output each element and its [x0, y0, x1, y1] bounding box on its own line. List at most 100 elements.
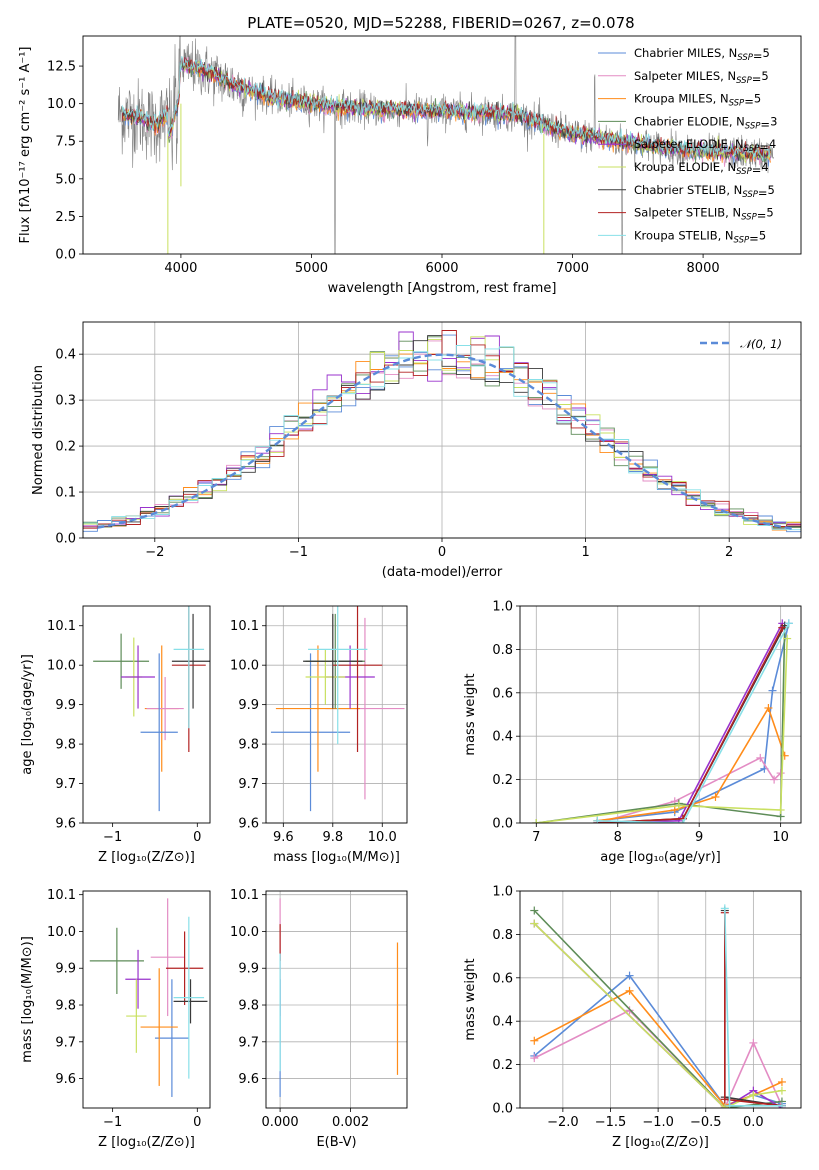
- y-tick-label: 1.0: [492, 885, 513, 900]
- legend-entry: 𝒩(0, 1): [740, 337, 782, 351]
- panel-residual_histogram: −2 −1 0 1 2 0.0 0.1 0.2 0.3 0.4 (data-model)/error…: [31, 321, 802, 580]
- y-tick-label: 0.0: [492, 817, 513, 832]
- legend-model-name: Salpeter ELODIE: [634, 137, 728, 151]
- y-tick-label: 0.8: [492, 643, 513, 658]
- x-tick-label: 8000: [687, 261, 720, 276]
- x-axis-label: age [log₁₀(age/yr)]: [600, 850, 721, 865]
- y-tick-label: 9.8: [55, 999, 76, 1014]
- legend-entry: Salpeter ELODIE, NSSP=4: [634, 137, 776, 154]
- y-tick-label: 0.2: [55, 440, 76, 455]
- series-line-kroupa_elodie: [536, 638, 788, 823]
- legend-eq: =: [752, 72, 762, 86]
- x-axis-label: Z [log₁₀(Z/Z⊙)]: [612, 1135, 709, 1150]
- panel-age_vs_mass: 9.6 9.8 10.0 9.6 9.7 9.8 9.9 10.0 10.1 mass [log₁…: [230, 605, 408, 865]
- legend-n-value: 4: [769, 137, 776, 151]
- y-tick-label: 5.0: [55, 172, 76, 187]
- legend-model-name: Chabrier ELODIE: [634, 114, 729, 128]
- series-line-salpeter_miles: [533, 1009, 783, 1108]
- legend-eq: =: [744, 95, 754, 109]
- y-tick-label: 10.1: [47, 619, 76, 634]
- legend-n-prefix: , N: [720, 160, 736, 174]
- histogram-kroupa_stelib: [83, 345, 801, 531]
- legend-subscript: SSP: [729, 99, 745, 109]
- y-tick-label: 0.6: [492, 971, 513, 986]
- y-tick-label: 12.5: [47, 60, 76, 75]
- legend-n-value: 5: [766, 206, 773, 220]
- axes-frame: [82, 890, 211, 1109]
- legend-n-prefix: , N: [718, 228, 734, 242]
- y-tick-label: 0.0: [492, 1102, 513, 1117]
- panel-mass_weight_vs_age: 7 8 9 10 0.0 0.2 0.4 0.6 0.8 1.0 age [log₁₀(age/yr…: [463, 600, 802, 865]
- x-tick-label: 0.000: [261, 1115, 298, 1130]
- x-tick-label: 5000: [295, 261, 328, 276]
- y-axis-label: age [log₁₀(age/yr)]: [20, 654, 35, 775]
- plot-area: [93, 606, 210, 812]
- y-tick-label: 2.5: [55, 210, 76, 225]
- legend-eq: =: [757, 209, 767, 223]
- y-tick-label: 10.1: [230, 619, 259, 634]
- legend-n-value: 4: [761, 160, 768, 174]
- x-tick-label: −1: [103, 830, 122, 845]
- x-tick-label: 0: [193, 830, 201, 845]
- model-spectrum-salpeter_stelib: [121, 57, 771, 161]
- x-tick-label: 9: [695, 830, 703, 845]
- legend-n-prefix: , N: [728, 137, 744, 151]
- plot-area: [279, 898, 399, 1097]
- y-tick-label: 0.4: [492, 730, 513, 745]
- panel-mass_vs_EBV: 0.000 0.002 9.6 9.7 9.8 9.9 10.0 10.1 E(B-V): [230, 888, 408, 1150]
- x-axis-label: mass [log₁₀(M/M⊙)]: [273, 850, 400, 865]
- x-tick-label: 0.002: [332, 1115, 369, 1130]
- normal-curve: [97, 353, 794, 531]
- legend-n-value: 5: [761, 69, 768, 83]
- x-axis-label: (data-model)/error: [382, 565, 503, 580]
- y-tick-label: 10.1: [47, 888, 76, 903]
- y-tick-label: 9.9: [55, 962, 76, 977]
- x-axis-label: wavelength [Angstrom, rest frame]: [328, 281, 557, 296]
- x-tick-label: 6000: [425, 261, 458, 276]
- legend-entry: Salpeter MILES, NSSP=5: [634, 69, 769, 86]
- x-tick-label: 1: [581, 545, 589, 560]
- observed-spectrum: [117, 36, 774, 254]
- plot-area: [117, 36, 774, 254]
- y-tick-label: 7.5: [55, 135, 76, 150]
- legend-model-name: Salpeter STELIB: [634, 206, 725, 220]
- legend-n-value: 5: [754, 92, 761, 106]
- y-tick-label: 0.4: [492, 1015, 513, 1030]
- y-tick-label: 9.8: [238, 999, 259, 1014]
- legend-eq: =: [753, 49, 763, 63]
- legend-entry: Chabrier MILES, NSSP=5: [634, 46, 770, 63]
- x-tick-label: −1.5: [595, 1115, 627, 1130]
- figure-title: PLATE=0520, MJD=52288, FIBERID=0267, z=0…: [247, 14, 634, 32]
- model-spectrum-kroupa_stelib: [121, 56, 772, 162]
- series-line-kroupa_stelib: [597, 623, 790, 823]
- x-tick-label: 10: [772, 830, 789, 845]
- plot-area: [530, 904, 786, 1108]
- y-tick-label: 0.6: [492, 686, 513, 701]
- y-tick-label: 10.0: [47, 659, 76, 674]
- panel-age_vs_Z: −1 0 9.6 9.7 9.8 9.9 10.0 10.1 Z [log₁₀(Z/Z⊙)] ag…: [20, 605, 211, 865]
- y-tick-label: 0.3: [55, 394, 76, 409]
- y-tick-label: 9.6: [238, 817, 259, 832]
- y-tick-label: 10.0: [230, 659, 259, 674]
- x-tick-label: −1: [103, 1115, 122, 1130]
- y-tick-label: 9.9: [238, 962, 259, 977]
- y-tick-label: 0.0: [55, 532, 76, 547]
- y-tick-label: 9.7: [55, 1035, 76, 1050]
- axes-frame: [82, 605, 211, 824]
- panel-mass_vs_Z: −1 0 9.6 9.7 9.8 9.9 10.0 10.1 Z [log₁₀(Z/Z⊙)] ma…: [20, 888, 211, 1150]
- y-tick-label: 0.2: [492, 1058, 513, 1073]
- spectrum-legend: Chabrier MILES, NSSP=5 Salpeter MILES, NS…: [598, 46, 777, 245]
- legend-entry: Kroupa STELIB, NSSP=5: [634, 228, 766, 245]
- plot-area: [270, 606, 405, 812]
- legend-n-prefix: , N: [713, 92, 729, 106]
- legend-subscript: SSP: [744, 144, 760, 154]
- legend-n-value: 5: [759, 228, 766, 242]
- histogram-salpeter_stelib: [83, 330, 801, 529]
- x-tick-label: 9.8: [322, 830, 343, 845]
- x-tick-label: 4000: [164, 261, 197, 276]
- y-axis-label: mass weight: [463, 958, 478, 1040]
- x-tick-label: 7000: [556, 261, 589, 276]
- y-axis-label: mass [log₁₀(M/M⊙)]: [20, 936, 35, 1063]
- panel-mass_weight_vs_Z: −2.0 −1.5 −1.0 −0.5 0.0 0.0 0.2 0.4 0.6 0.8 1.0 Z […: [463, 885, 802, 1150]
